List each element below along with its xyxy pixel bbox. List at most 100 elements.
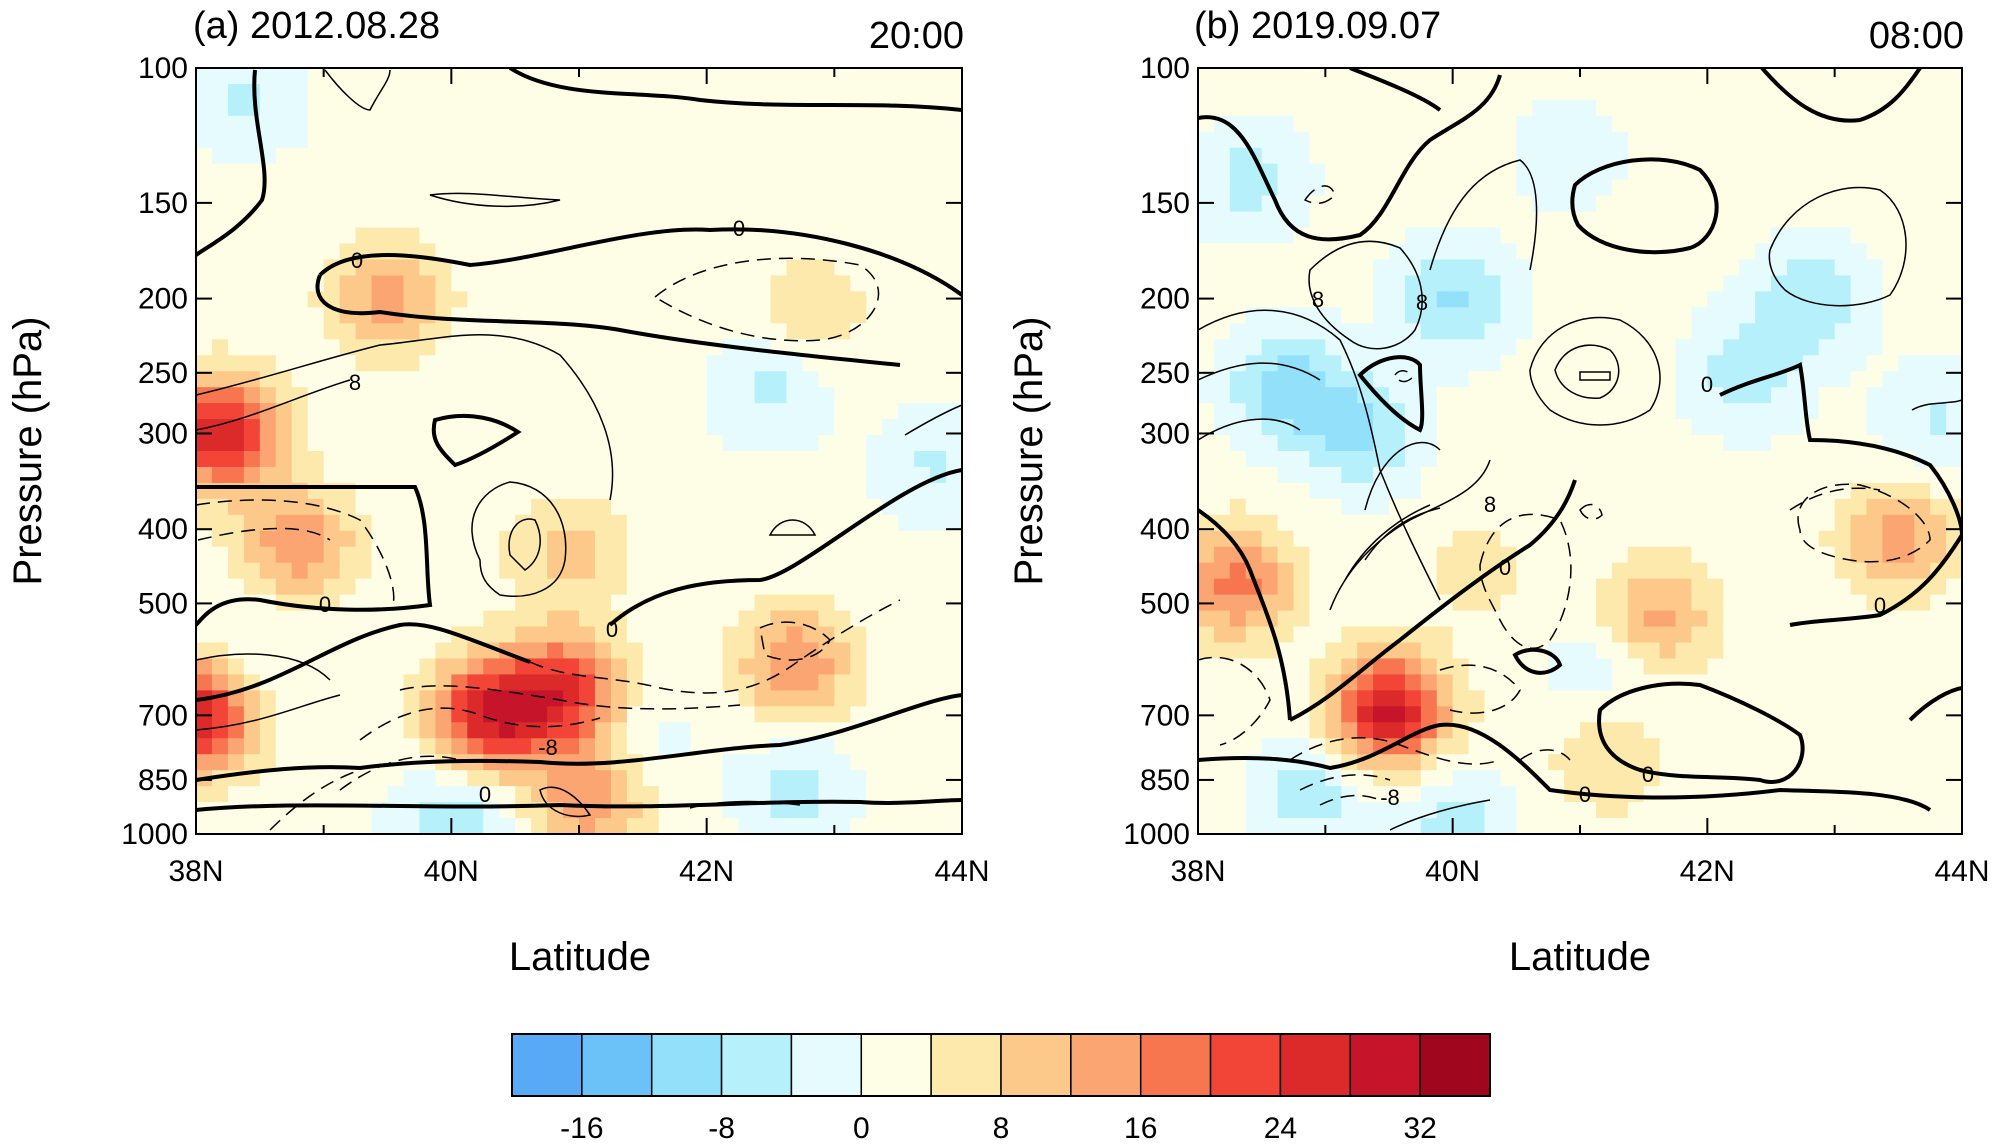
heatmap-cell [1420, 227, 1438, 245]
heatmap-cell [435, 562, 452, 580]
heatmap-cell [1834, 626, 1852, 644]
heatmap-cell [690, 323, 708, 340]
heatmap-cell [1691, 786, 1708, 803]
heatmap-cell [531, 738, 548, 755]
heatmap-cell [1914, 131, 1931, 149]
heatmap-cell [866, 594, 883, 612]
heatmap-cell [1484, 642, 1502, 660]
heatmap-cell [1325, 355, 1342, 372]
heatmap-cell [1755, 259, 1772, 277]
heatmap-cell [1691, 578, 1708, 596]
heatmap-cell [946, 578, 962, 596]
heatmap-cell [1946, 642, 1962, 660]
heatmap-cell [1341, 387, 1358, 404]
heatmap-cell [291, 770, 309, 787]
x-tick-label: 44N [1934, 855, 1989, 888]
heatmap-cell [802, 690, 819, 707]
heatmap-cell [339, 179, 357, 197]
heatmap-cell [1452, 323, 1470, 340]
panel-b-zero-contour [1789, 533, 1962, 627]
heatmap-cell [1802, 706, 1820, 723]
heatmap-cell [642, 626, 660, 644]
heatmap-cell [882, 179, 899, 197]
heatmap-cell [387, 451, 405, 468]
heatmap-cell [275, 259, 293, 277]
heatmap-cell [563, 562, 580, 580]
heatmap-cell [451, 818, 468, 834]
heatmap-cell [1580, 706, 1597, 723]
heatmap-cell [594, 530, 612, 548]
heatmap-cell [834, 482, 851, 500]
heatmap-cell [1500, 387, 1517, 404]
heatmap-cell [211, 163, 229, 181]
heatmap-cell [866, 227, 883, 245]
heatmap-cell [1564, 642, 1581, 660]
heatmap-cell [547, 68, 564, 85]
panel-a-ylabel: Pressure (hPa) [6, 317, 50, 586]
heatmap-cell [435, 387, 452, 404]
heatmap-cell [227, 195, 245, 213]
heatmap-cell [1245, 466, 1263, 484]
heatmap-cell [499, 482, 516, 500]
heatmap-cell [1404, 466, 1422, 484]
heatmap-cell [419, 435, 436, 452]
heatmap-cell [563, 738, 580, 755]
panel-b-negative-contour [1439, 664, 1521, 714]
heatmap-cell [946, 738, 962, 755]
heatmap-cell [1516, 291, 1533, 308]
heatmap-cell [1357, 83, 1374, 101]
heatmap-cell [802, 291, 819, 308]
heatmap-cell [1771, 403, 1788, 420]
heatmap-cell [1468, 403, 1486, 420]
colorbar-swatch [790, 1033, 863, 1097]
panel-a-zero-contour [318, 227, 962, 297]
heatmap-cell [531, 355, 548, 372]
heatmap-cell [1723, 578, 1740, 596]
heatmap-cell [930, 371, 947, 388]
heatmap-cell [706, 147, 724, 165]
colorbar-swatch [930, 1033, 1002, 1097]
heatmap-cell [674, 371, 692, 388]
heatmap-cell [339, 658, 357, 676]
heatmap-cell [882, 68, 899, 85]
heatmap-cell [371, 355, 389, 372]
heatmap-cell [1946, 403, 1962, 420]
heatmap-cell [515, 179, 532, 197]
heatmap-cell [227, 786, 245, 803]
heatmap-cell [1341, 658, 1358, 676]
heatmap-cell [1675, 738, 1693, 755]
heatmap-cell [882, 451, 899, 468]
heatmap-cell [1245, 546, 1263, 564]
heatmap-cell [1452, 259, 1470, 277]
heatmap-cell [786, 770, 804, 787]
heatmap-cell [1755, 466, 1772, 484]
heatmap-cell [1484, 466, 1502, 484]
heatmap-cell [786, 690, 804, 707]
heatmap-cell [1261, 419, 1279, 436]
heatmap-cell [802, 147, 819, 165]
heatmap-cell [882, 562, 899, 580]
heatmap-cell [610, 339, 628, 356]
heatmap-cell [1389, 451, 1406, 468]
heatmap-cell [1325, 530, 1342, 548]
heatmap-cell [1325, 738, 1342, 755]
heatmap-cell [419, 83, 436, 101]
heatmap-cell [323, 419, 341, 436]
heatmap-cell [1707, 403, 1724, 420]
heatmap-cell [1404, 211, 1422, 229]
heatmap-cell [291, 514, 309, 532]
heatmap-cell [1229, 403, 1247, 420]
heatmap-cell [1325, 818, 1342, 834]
heatmap-cell [579, 291, 596, 308]
heatmap-cell [914, 243, 931, 261]
heatmap-cell [1898, 466, 1915, 484]
heatmap-cell [1627, 530, 1645, 548]
heatmap-cell [1309, 546, 1326, 564]
heatmap-cell [1723, 179, 1740, 197]
heatmap-cell [642, 371, 660, 388]
heatmap-cell [1739, 435, 1756, 452]
heatmap-cell [1850, 706, 1868, 723]
heatmap-cell [227, 291, 245, 308]
heatmap-cell [1580, 83, 1597, 101]
heatmap-cell [626, 339, 644, 356]
